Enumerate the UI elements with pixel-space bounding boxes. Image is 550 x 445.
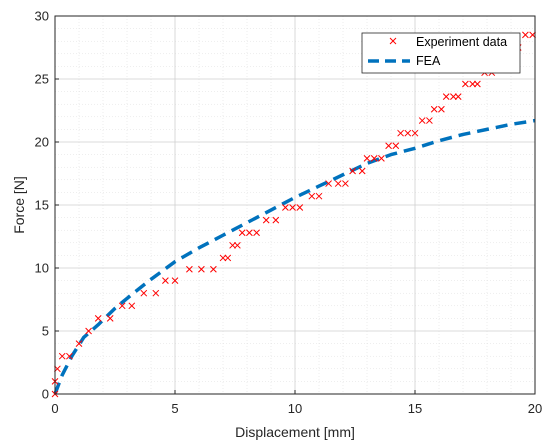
legend-box bbox=[361, 32, 521, 74]
data-point-x-marker bbox=[454, 93, 462, 100]
data-point-x-marker bbox=[442, 93, 450, 100]
x-tick-label: 5 bbox=[171, 401, 178, 416]
data-point-x-marker bbox=[66, 352, 73, 360]
data-point-x-marker bbox=[94, 315, 102, 322]
y-tick-label: 25 bbox=[35, 72, 49, 87]
y-tick-label: 20 bbox=[35, 135, 49, 150]
x-tick-label: 15 bbox=[408, 401, 422, 416]
data-point-x-marker bbox=[404, 129, 412, 137]
data-point-x-marker bbox=[474, 80, 481, 88]
y-tick-label: 10 bbox=[35, 261, 49, 276]
data-point-x-marker bbox=[75, 340, 83, 347]
data-point-x-marker bbox=[282, 204, 289, 211]
data-point-x-marker bbox=[253, 229, 260, 237]
data-point-x-marker bbox=[296, 204, 304, 211]
data-point-x-marker bbox=[363, 155, 371, 162]
x-tick-label: 0 bbox=[51, 401, 58, 416]
data-point-x-marker bbox=[210, 265, 217, 273]
data-point-x-marker bbox=[224, 254, 232, 262]
x-axis-label: Displacement [mm] bbox=[235, 424, 355, 440]
data-point-x-marker bbox=[272, 216, 280, 224]
data-point-x-marker bbox=[106, 315, 114, 322]
data-point-x-marker bbox=[238, 229, 246, 237]
data-point-x-marker bbox=[385, 142, 392, 150]
x-tick-label: 20 bbox=[528, 401, 542, 416]
data-point-x-marker bbox=[378, 155, 385, 162]
data-point-x-marker bbox=[58, 352, 66, 360]
data-point-x-marker bbox=[85, 327, 92, 335]
data-point-x-marker bbox=[522, 31, 529, 39]
data-point-x-marker bbox=[198, 265, 205, 273]
data-point-x-marker bbox=[118, 302, 126, 310]
data-point-x-marker bbox=[438, 105, 445, 113]
data-point-x-marker bbox=[186, 265, 193, 273]
y-tick-label: 15 bbox=[35, 198, 49, 213]
data-point-x-marker bbox=[289, 204, 296, 211]
data-point-x-marker bbox=[411, 129, 419, 137]
y-tick-label: 30 bbox=[35, 9, 49, 24]
data-point-x-marker bbox=[246, 229, 253, 237]
data-point-x-marker bbox=[358, 167, 366, 175]
data-point-x-marker bbox=[426, 117, 433, 124]
data-point-x-marker bbox=[430, 105, 438, 113]
data-point-x-marker bbox=[140, 289, 148, 297]
legend-label-experiment: Experiment data bbox=[416, 35, 507, 49]
axis-ticks: 0 5 10 15 20 0 5 10 15 20 25 30 bbox=[35, 9, 543, 417]
data-point-x-marker bbox=[342, 180, 349, 187]
data-point-x-marker bbox=[450, 93, 457, 100]
data-point-x-marker bbox=[262, 216, 270, 224]
y-tick-label: 0 bbox=[42, 387, 49, 402]
data-point-x-marker bbox=[325, 180, 332, 187]
plot-series bbox=[51, 31, 536, 398]
data-point-x-marker bbox=[462, 80, 469, 88]
data-point-x-marker bbox=[370, 155, 378, 162]
data-point-x-marker bbox=[152, 289, 160, 297]
data-point-x-marker bbox=[229, 241, 236, 249]
data-point-x-marker bbox=[234, 241, 241, 249]
data-point-x-marker bbox=[162, 277, 169, 284]
data-point-x-marker bbox=[392, 142, 400, 150]
data-point-x-marker bbox=[308, 192, 316, 200]
legend-label-fea: FEA bbox=[416, 54, 441, 68]
y-axis-label: Force [N] bbox=[11, 176, 27, 234]
legend: Experiment data FEA bbox=[361, 32, 521, 74]
y-tick-label: 5 bbox=[42, 324, 49, 339]
data-point-x-marker bbox=[469, 80, 476, 88]
x-tick-label: 10 bbox=[288, 401, 302, 416]
legend-marker-x-icon bbox=[389, 37, 397, 45]
data-point-x-marker bbox=[418, 117, 426, 124]
data-point-x-marker bbox=[315, 192, 323, 200]
data-point-x-marker bbox=[397, 129, 404, 137]
data-point-x-marker bbox=[171, 277, 179, 284]
data-point-x-marker bbox=[128, 302, 136, 310]
series-line-fea bbox=[53, 118, 536, 395]
data-point-x-marker bbox=[219, 254, 227, 262]
data-point-x-marker bbox=[349, 167, 356, 175]
data-point-x-marker bbox=[334, 180, 342, 187]
